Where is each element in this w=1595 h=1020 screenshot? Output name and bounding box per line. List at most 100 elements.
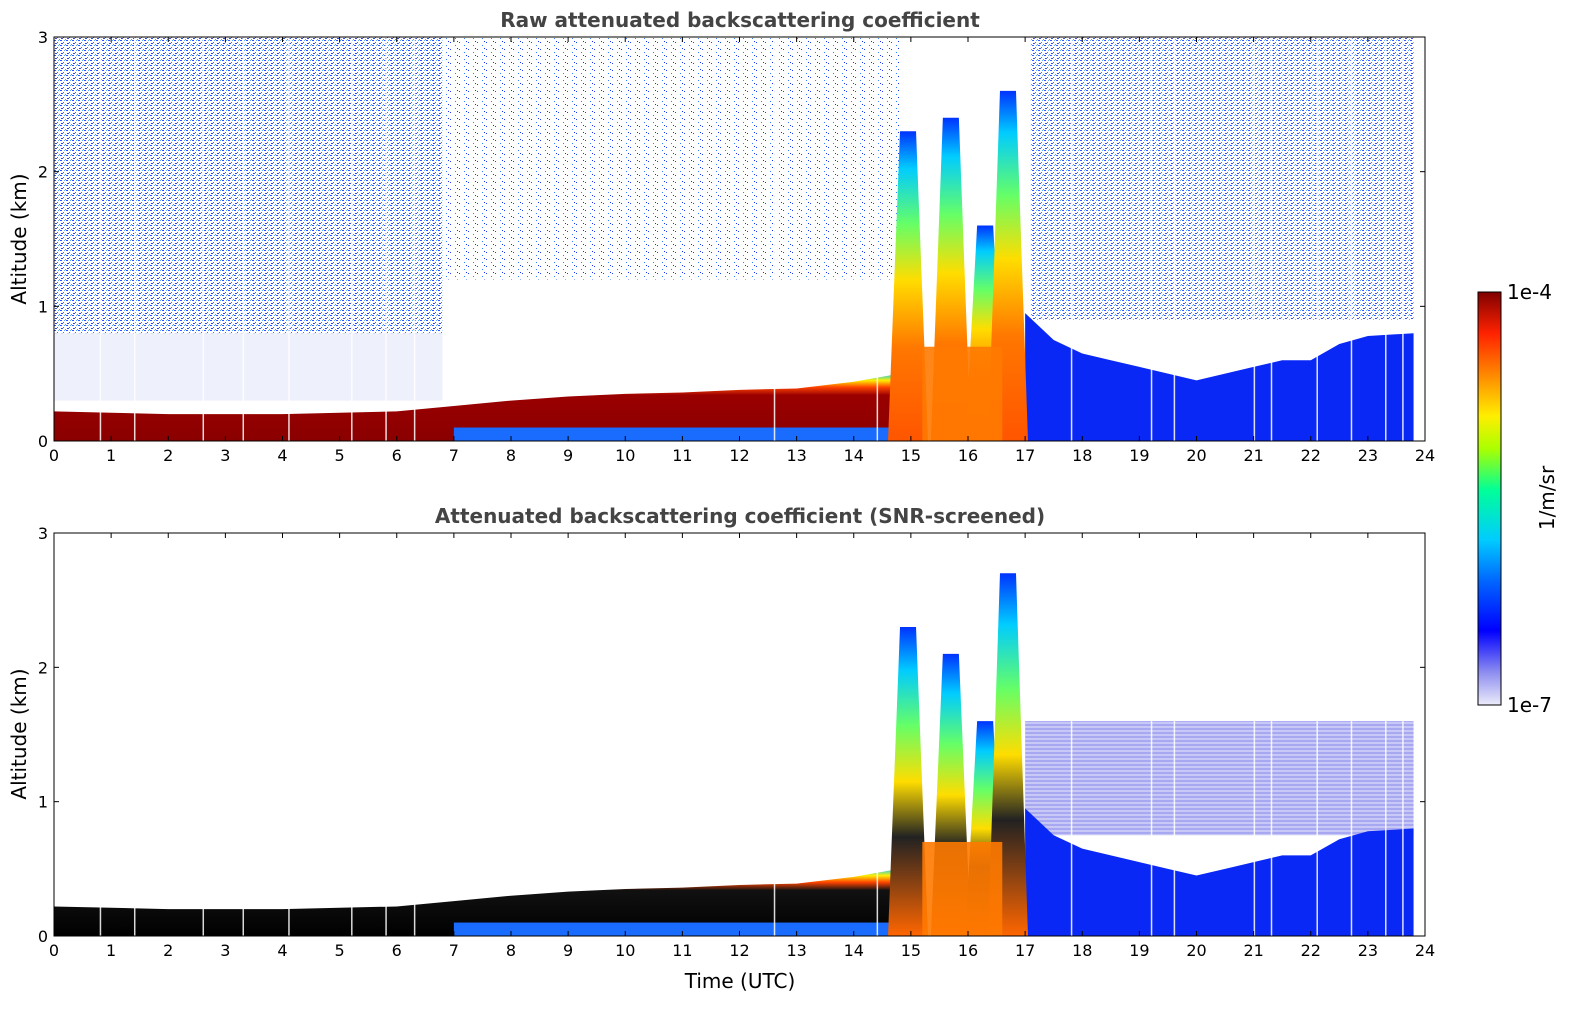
bottom-data-gap-1 [133,533,136,936]
bottom-chart-title: Attenuated backscattering coefficient (S… [435,504,1045,528]
bottom-xtick-label-16: 16 [958,941,978,960]
top-ytick-label-2: 2 [38,163,48,182]
bottom-xtick-label-20: 20 [1186,941,1206,960]
bottom-data-gap-2 [202,533,205,936]
bottom-xtick-label-15: 15 [901,941,921,960]
top-xtick-label-20: 20 [1186,446,1206,465]
top-data-gap-0 [99,37,102,441]
bottom-data-gap-6 [385,533,387,936]
top-data-gap-5 [351,37,353,441]
top-ytick-label-1: 1 [38,297,48,316]
top-xtick-label-13: 13 [786,446,806,465]
bottom-xtick-label-22: 22 [1301,941,1321,960]
bottom-xtick-label-9: 9 [563,941,573,960]
top-xtick-label-15: 15 [901,446,921,465]
bottom-data-gap-9 [876,533,879,936]
x-axis-label: Time (UTC) [684,969,796,993]
top-noise-mid [442,37,900,280]
top-noise-late [1030,37,1414,320]
bottom-xtick-label-5: 5 [335,941,345,960]
bottom-xtick-label-11: 11 [672,941,692,960]
top-data-gap-11 [1150,37,1153,441]
bottom-xtick-label-19: 19 [1129,941,1149,960]
top-chart-title: Raw attenuated backscattering coefficien… [500,8,980,32]
top-data-gap-10 [1070,37,1073,441]
bottom-data-gap-17 [1385,533,1387,936]
bottom-data-gap-14 [1270,533,1273,936]
top-xtick-label-3: 3 [220,446,230,465]
bottom-data-gap-13 [1253,533,1256,936]
top-xtick-label-4: 4 [277,446,287,465]
top-panel: 0 1 2 3 4 5 6 7 8 9 10 11 12 13 14 15 16 17 18 19 20 21 22 23 24… [7,28,1435,465]
bottom-xtick-label-17: 17 [1015,941,1035,960]
top-xtick-label-16: 16 [958,446,978,465]
bottom-xtick-label-12: 12 [729,941,749,960]
bottom-data-gap-10 [1070,533,1073,936]
top-xtick-label-17: 17 [1015,446,1035,465]
top-data-gap-17 [1385,37,1387,441]
colorbar-unit-label: 1/m/sr [1535,465,1559,530]
bottom-panel: 0 1 2 3 4 5 6 7 8 9 10 11 12 13 14 15 16 17 18 19 20 21 22 23 24… [7,524,1435,993]
top-xtick-label-1: 1 [106,446,116,465]
bottom-xtick-label-24: 24 [1415,941,1435,960]
bottom-data-gap-12 [1173,533,1176,936]
top-xtick-label-24: 24 [1415,446,1435,465]
top-data-gap-1 [133,37,136,441]
bottom-xtick-label-18: 18 [1072,941,1092,960]
top-xtick-label-0: 0 [49,446,59,465]
bottom-xtick-label-7: 7 [449,941,459,960]
bottom-data-gap-11 [1150,533,1153,936]
bottom-xtick-label-8: 8 [506,941,516,960]
bottom-screened-band [1025,721,1414,836]
bottom-data-gap-7 [413,533,416,936]
colorbar-max-label: 1e-4 [1507,280,1552,304]
top-xtick-label-14: 14 [844,446,864,465]
top-data-gap-13 [1253,37,1256,441]
bottom-xtick-label-0: 0 [49,941,59,960]
top-xtick-label-6: 6 [392,446,402,465]
bottom-cloud-base [922,841,1003,936]
top-data-gap-8 [773,37,776,441]
top-boundary-layer [54,373,900,441]
top-xtick-label-21: 21 [1243,446,1263,465]
top-ytick-label-3: 3 [38,28,48,47]
bottom-data-gap-4 [288,533,290,936]
top-late-boundary-layer [1025,313,1414,441]
bottom-ytick-label-2: 2 [38,658,48,677]
top-xtick-label-10: 10 [615,446,635,465]
bottom-data-gap-8 [773,533,776,936]
top-ytick-label-0: 0 [38,432,48,451]
bottom-data-gap-15 [1316,533,1318,936]
top-cloud-base [922,346,1003,441]
bottom-data-gap-16 [1350,533,1353,936]
top-xtick-label-22: 22 [1301,446,1321,465]
bottom-data-gap-5 [351,533,353,936]
bottom-late-boundary-layer [1025,808,1414,936]
bottom-xtick-label-3: 3 [220,941,230,960]
colorbar-min-label: 1e-7 [1507,693,1552,717]
bottom-xtick-label-13: 13 [786,941,806,960]
bottom-ytick-label-3: 3 [38,524,48,543]
top-xtick-label-11: 11 [672,446,692,465]
top-xtick-label-12: 12 [729,446,749,465]
top-xtick-label-2: 2 [163,446,173,465]
bottom-xtick-label-1: 1 [106,941,116,960]
top-data-gap-2 [202,37,205,441]
bottom-xtick-label-23: 23 [1358,941,1378,960]
top-data-gap-15 [1316,37,1318,441]
top-data-gap-4 [288,37,290,441]
top-data-gap-12 [1173,37,1176,441]
top-cloud-column-0 [888,131,929,441]
top-data-gap-14 [1270,37,1273,441]
colorbar: 1e-4 1e-7 1/m/sr [1477,280,1559,717]
top-xtick-label-7: 7 [449,446,459,465]
bottom-boundary-layer [54,868,900,936]
top-data-gap-6 [385,37,387,441]
top-data-gap-3 [242,37,245,441]
top-xtick-label-5: 5 [335,446,345,465]
bottom-data-gap-3 [242,533,245,936]
top-data-gap-18 [1402,37,1404,441]
top-surface-layer [453,427,900,441]
top-data-gap-9 [876,37,879,441]
